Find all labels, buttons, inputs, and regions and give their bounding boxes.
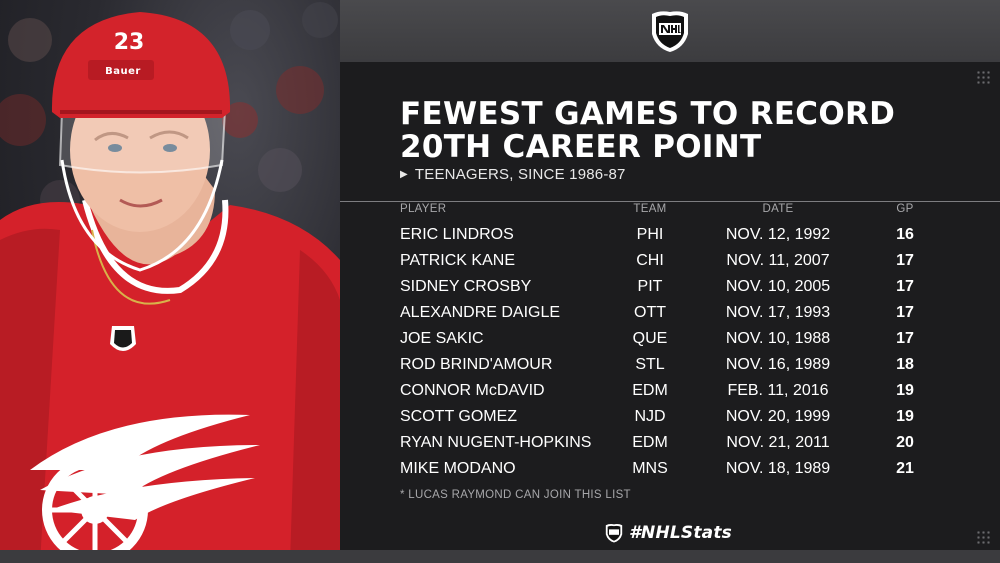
stats-panel [340,62,1000,550]
team: QUE [632,330,668,347]
team: PHI [636,226,664,243]
games-played: 17 [896,304,914,321]
games-played: 17 [896,252,914,269]
date: NOV. 21, 2011 [726,434,830,451]
corner-dots-top [976,70,990,84]
team: EDM [632,382,668,399]
subtitle-text: TEENAGERS, SINCE 1986-87 [414,166,626,183]
header-divider [340,201,1000,202]
hashtag: #NHLStats [629,523,733,543]
date: NOV. 17, 1993 [725,304,831,321]
team: NJD [634,408,666,425]
column-header-date: DATE [762,203,794,215]
table-row: ALEXANDRE DAIGLE OTT NOV. 17, 1993 17 [0,300,1000,326]
team: OTT [634,304,666,321]
table-row: RYAN NUGENT-HOPKINS EDM NOV. 21, 2011 20 [0,430,1000,456]
table-row: ERIC LINDROS PHI NOV. 12, 1992 16 [0,222,1000,248]
player-name: MIKE MODANO [400,460,516,477]
stats-table: ERIC LINDROS PHI NOV. 12, 1992 16 PATRIC… [0,222,1000,482]
table-row: PATRICK KANE CHI NOV. 11, 2007 17 [0,248,1000,274]
date: NOV. 10, 1988 [725,330,831,347]
player-name: SCOTT GOMEZ [400,408,518,425]
helmet-number: 23 [113,30,145,55]
corner-dots-bottom [976,530,990,544]
column-header-player: PLAYER [400,203,447,215]
table-row: SIDNEY CROSBY PIT NOV. 10, 2005 17 [0,274,1000,300]
team: MNS [632,460,668,477]
player-name: CONNOR McDAVID [400,382,545,399]
games-played: 19 [896,408,914,425]
player-name: PATRICK KANE [400,252,515,269]
table-row: CONNOR McDAVID EDM FEB. 11, 2016 19 [0,378,1000,404]
date: NOV. 12, 1992 [725,226,831,243]
player-name: JOE SAKIC [400,330,484,347]
table-row: ROD BRIND'AMOUR STL NOV. 16, 1989 18 [0,352,1000,378]
title-line-1: FEWEST GAMES TO RECORD [400,96,896,132]
player-name: RYAN NUGENT-HOPKINS [400,434,592,451]
nhl-stats-brand: #NHLStats [604,520,732,546]
team: STL [635,356,665,373]
footnote: * LUCAS RAYMOND CAN JOIN THIS LIST [400,489,631,501]
games-played: 17 [896,330,914,347]
games-played: 18 [896,356,914,373]
page-title: FEWEST GAMES TO RECORD 20TH CAREER POINT [400,98,960,164]
date: NOV. 10, 2005 [725,278,831,295]
date: NOV. 11, 2007 [726,252,830,269]
helmet-brand: Bauer [105,66,141,77]
table-row: JOE SAKIC QUE NOV. 10, 1988 17 [0,326,1000,352]
nhl-logo-small-icon [605,524,623,543]
player-name: ALEXANDRE DAIGLE [400,304,561,321]
games-played: 19 [896,382,914,399]
column-header-team: TEAM [633,203,667,215]
player-photo: 23 Bauer [0,0,340,563]
date: NOV. 18, 1989 [725,460,831,477]
title-line-2: 20TH CAREER POINT [400,129,762,165]
crowd-background [0,2,338,220]
winged-wheel-logo [30,414,260,563]
games-played: 16 [896,226,914,243]
player-figure [0,12,340,563]
date: NOV. 16, 1989 [725,356,831,373]
team: PIT [637,278,663,295]
table-row: SCOTT GOMEZ NJD NOV. 20, 1999 19 [0,404,1000,430]
table-row: MIKE MODANO MNS NOV. 18, 1989 21 [0,456,1000,482]
play-arrow-icon: ▶ [400,169,408,180]
player-name: ROD BRIND'AMOUR [400,356,553,373]
nhl-logo-icon [652,11,688,53]
games-played: 20 [896,434,914,451]
team: EDM [632,434,668,451]
team: CHI [636,252,664,269]
column-header-gp: GP [896,203,914,215]
player-name: SIDNEY CROSBY [400,278,532,295]
footer-band [0,550,1000,563]
date: FEB. 11, 2016 [727,382,829,399]
subtitle: ▶ TEENAGERS, SINCE 1986-87 [400,166,626,183]
games-played: 21 [896,460,914,477]
player-name: ERIC LINDROS [400,226,514,243]
games-played: 17 [896,278,914,295]
date: NOV. 20, 1999 [725,408,831,425]
